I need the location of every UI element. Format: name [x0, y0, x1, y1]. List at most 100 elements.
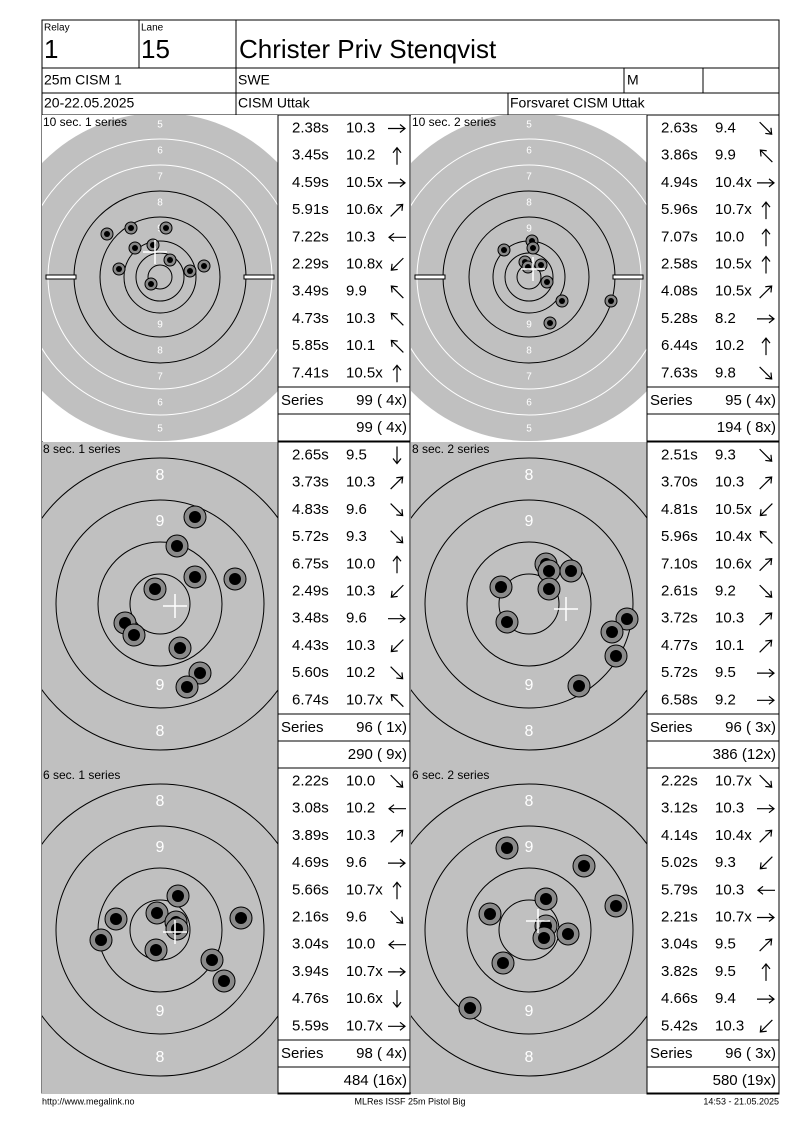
shot-score: 10.4x [715, 827, 752, 844]
ring-label: 5 [157, 424, 163, 435]
ring-label: 5 [526, 120, 532, 131]
direction-arrow [390, 829, 404, 843]
shot-core [132, 245, 138, 251]
series-label: Series [650, 392, 693, 409]
shot-core [104, 231, 110, 237]
shot-core [573, 680, 585, 692]
series-title: 6 sec. 1 series [43, 768, 120, 782]
shot-time: 5.59s [292, 1017, 329, 1034]
shot-score: 8.2 [715, 310, 736, 327]
shot-time: 6.74s [292, 691, 329, 708]
ring-label: 9 [156, 839, 165, 856]
shot-time: 7.41s [292, 364, 329, 381]
shot-core [218, 975, 230, 987]
direction-arrow [757, 314, 775, 324]
shot-time: 4.76s [292, 990, 329, 1007]
shot-core [621, 613, 633, 625]
shot-core [543, 565, 555, 577]
direction-arrow [759, 476, 773, 490]
shot-time: 7.22s [292, 228, 329, 245]
shot-time: 5.02s [661, 854, 698, 871]
direction-arrow [759, 639, 773, 653]
shot-core [151, 907, 163, 919]
series-total: 99 ( 4x) [356, 392, 407, 409]
ring-label: 8 [525, 793, 534, 810]
shot-score: 10.7x [346, 691, 383, 708]
series-label: Series [650, 719, 693, 736]
running-total: 194 ( 8x) [717, 419, 776, 436]
direction-arrow [757, 668, 775, 678]
shot-score: 9.4 [715, 119, 736, 136]
gender: M [627, 72, 639, 88]
ring-label: 9 [526, 224, 532, 235]
running-total: 99 ( 4x) [356, 419, 407, 436]
footer-url: http://www.megalink.no [42, 1096, 135, 1106]
direction-arrow [759, 557, 773, 572]
series-total: 95 ( 4x) [725, 392, 776, 409]
list-box [277, 767, 411, 1095]
target-face [411, 115, 647, 441]
ring [466, 867, 592, 993]
shot-score: 10.0 [346, 555, 375, 572]
ring [99, 216, 221, 338]
shot-time: 5.42s [661, 1017, 698, 1034]
ring [123, 240, 197, 314]
shot-core [578, 860, 590, 872]
shot-score: 9.4 [715, 990, 736, 1007]
shot-time: 3.04s [661, 936, 698, 953]
shot-core [148, 281, 154, 287]
shot-core [501, 616, 513, 628]
shot-score: 10.3 [715, 1017, 744, 1034]
direction-arrow [390, 285, 404, 299]
group-center [163, 594, 187, 618]
series-label: Series [281, 719, 324, 736]
target-face [42, 442, 278, 768]
shot-time: 5.60s [292, 664, 329, 681]
shot-core [110, 913, 122, 925]
side-bar [45, 274, 77, 280]
shot-time: 3.86s [661, 147, 698, 164]
shot-time: 5.96s [661, 201, 698, 218]
series-panel: 8 8 9 9 6 sec. 2 series 2.22s 10.7x 3.12s 10.3 4.… [411, 767, 780, 1095]
shot-core [189, 511, 201, 523]
shot-score: 10.3 [715, 610, 744, 627]
ring [424, 825, 634, 1035]
shot-time: 2.29s [292, 255, 329, 272]
shooter-name: Christer Priv Stenqvist [239, 34, 497, 64]
direction-arrow [761, 337, 771, 356]
ring-label: 9 [525, 839, 534, 856]
nation: SWE [238, 72, 270, 88]
lane: 15 [141, 34, 170, 64]
shot-time: 2.58s [661, 255, 698, 272]
footer-timestamp: 14:53 - 21.05.2025 [703, 1096, 779, 1106]
event: 25m CISM 1 [44, 72, 122, 88]
shot-time: 5.79s [661, 881, 698, 898]
shot-time: 2.21s [661, 908, 698, 925]
ring-label: 9 [156, 513, 165, 530]
shot-time: 2.49s [292, 582, 329, 599]
shot-core [559, 298, 565, 304]
shot-time: 6.58s [661, 691, 698, 708]
shot-score: 10.6x [346, 990, 383, 1007]
shot-score: 10.5x [715, 283, 752, 300]
shot-score: 9.9 [715, 147, 736, 164]
target: 8 8 9 9 [42, 442, 278, 768]
shot-score: 10.3 [346, 119, 375, 136]
direction-arrow [759, 612, 773, 626]
shot-score: 10.3 [346, 582, 375, 599]
direction-arrow [761, 255, 771, 274]
direction-arrow [759, 366, 773, 380]
shot-time: 4.73s [292, 310, 329, 327]
direction-arrow [390, 639, 404, 653]
target: 5 5 6 6 7 7 8 8 9 9 [411, 115, 647, 441]
shot-time: 6.44s [661, 337, 698, 354]
ring-label: 9 [157, 320, 163, 331]
shot-core [229, 573, 241, 585]
direction-arrow [759, 530, 773, 544]
shot-score: 10.6x [346, 201, 383, 218]
shot-score: 10.8x [346, 255, 383, 272]
shot-score: 10.5x [715, 501, 752, 518]
shot-time: 5.91s [292, 201, 329, 218]
shot-score: 10.7x [715, 201, 752, 218]
list-box [646, 114, 780, 442]
